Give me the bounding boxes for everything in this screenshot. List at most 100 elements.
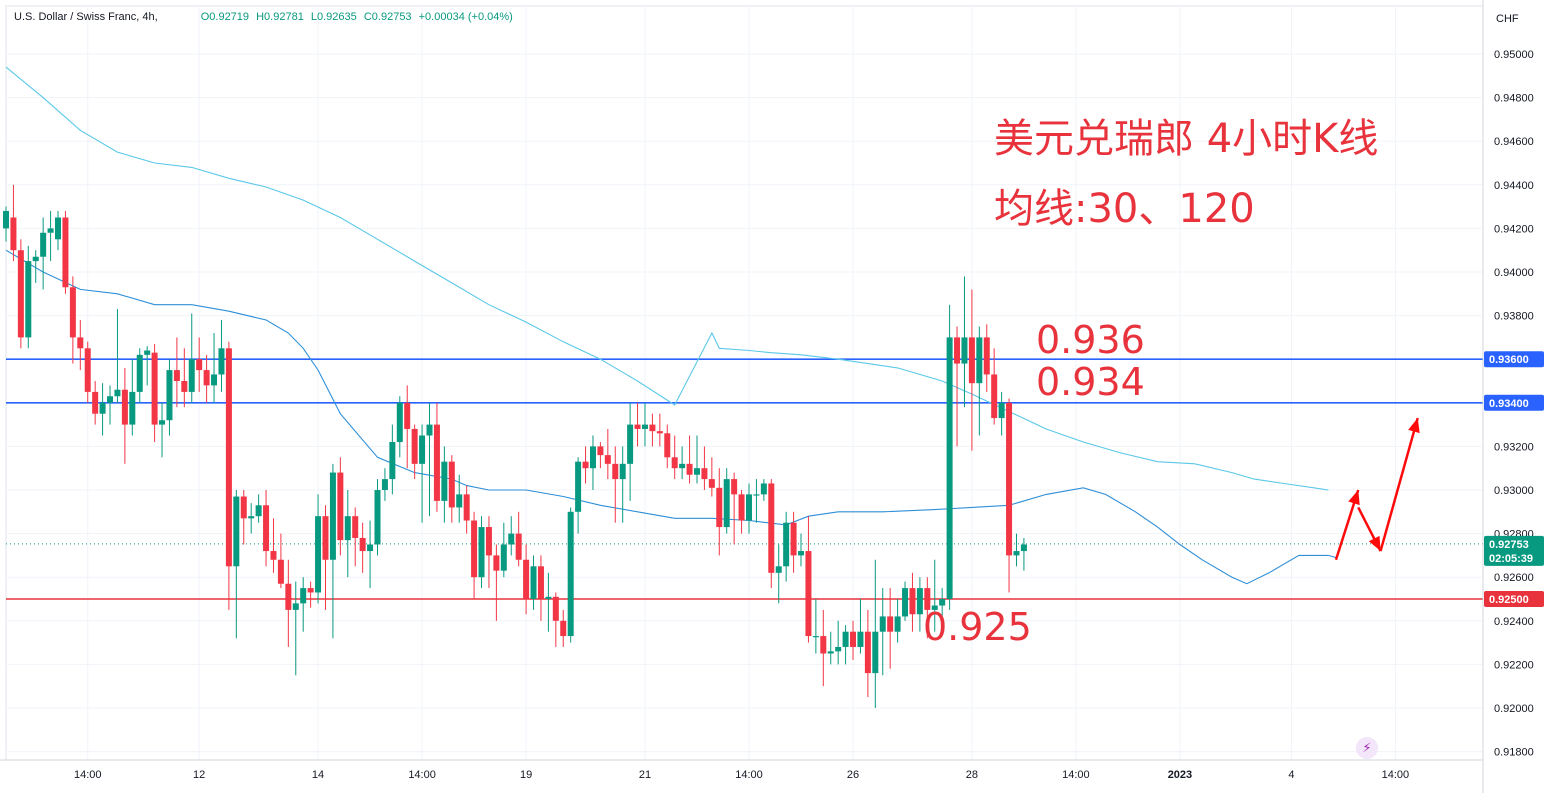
candle-body bbox=[864, 631, 871, 674]
candle-body bbox=[240, 496, 247, 519]
candle-body bbox=[285, 583, 292, 610]
candle-body bbox=[887, 616, 894, 632]
candle-body bbox=[136, 354, 143, 392]
candle-body bbox=[471, 520, 478, 578]
candle-body bbox=[322, 516, 329, 560]
candle-body bbox=[582, 461, 589, 469]
candle-body bbox=[47, 228, 54, 233]
candle-body bbox=[433, 424, 440, 501]
candle-body bbox=[508, 533, 515, 545]
candle-body bbox=[337, 472, 344, 541]
candle-body bbox=[121, 389, 128, 425]
candle-body bbox=[746, 494, 752, 521]
time-tick-label: 26 bbox=[847, 769, 859, 781]
candle-body bbox=[181, 381, 188, 392]
candle-body bbox=[277, 559, 284, 584]
close-value: C0.92753 bbox=[363, 11, 412, 23]
candle-body bbox=[359, 537, 366, 552]
candle-body bbox=[731, 479, 738, 495]
candle-body bbox=[463, 494, 470, 521]
candle-body bbox=[456, 494, 463, 508]
candle-body bbox=[567, 511, 574, 637]
candle-body bbox=[983, 337, 990, 375]
candle-body bbox=[723, 479, 730, 528]
candle-body bbox=[597, 446, 604, 456]
candle-body bbox=[879, 616, 886, 632]
last-price-tag-text: 0.92753 bbox=[1489, 539, 1529, 551]
candle-body bbox=[634, 424, 641, 429]
time-axis[interactable]: 14:00 12 14 14:00 19 21 14:00 26 28 14:00 2023 4 14:… bbox=[0, 759, 1483, 781]
candle-body bbox=[954, 337, 961, 364]
candle-body bbox=[426, 424, 433, 436]
price-tag-support-text: 0.92500 bbox=[1489, 594, 1529, 606]
candle-body bbox=[485, 527, 492, 556]
candle-body bbox=[783, 522, 790, 567]
candle-body bbox=[820, 636, 827, 654]
price-tag-resistance bbox=[1484, 351, 1544, 368]
price-tick-label: 0.95000 bbox=[1494, 49, 1534, 61]
candle-body bbox=[991, 374, 998, 419]
candle-body bbox=[768, 483, 775, 573]
last-price-tag bbox=[1484, 535, 1544, 566]
candle-body bbox=[478, 527, 485, 578]
candle-body bbox=[560, 620, 567, 637]
time-tick-label: 19 bbox=[520, 769, 532, 781]
bar-countdown-text: 02:05:39 bbox=[1489, 553, 1533, 565]
candle-body bbox=[99, 402, 106, 414]
forecast-arrows[interactable] bbox=[1334, 417, 1420, 561]
price-tick-label: 0.94200 bbox=[1494, 223, 1534, 235]
time-tick-label: 14:00 bbox=[408, 769, 436, 781]
candle-body bbox=[946, 337, 953, 599]
time-tick-label: 14 bbox=[312, 769, 324, 781]
price-tick-label: 0.92400 bbox=[1494, 616, 1534, 628]
time-tick-label: 12 bbox=[193, 769, 205, 781]
candle-body bbox=[604, 455, 611, 464]
price-tags: 0.93600 0.93400 0.92500 0.92753 02:05:39 bbox=[1484, 351, 1544, 607]
candle-body bbox=[396, 402, 403, 443]
candle-body bbox=[842, 631, 849, 647]
candle-body bbox=[805, 551, 812, 637]
candle-body bbox=[1013, 551, 1020, 556]
candle-body bbox=[233, 496, 240, 567]
candle-body bbox=[10, 217, 17, 251]
time-tick-label: 14:00 bbox=[1382, 769, 1410, 781]
candle-body bbox=[775, 566, 782, 573]
ohlc-values: O0.92719 H0.92781 L0.92635 C0.92753 +0.0… bbox=[201, 11, 517, 23]
candle-body bbox=[203, 370, 210, 386]
candle-body bbox=[218, 348, 225, 375]
candle-body bbox=[812, 636, 819, 638]
candle-body bbox=[976, 337, 983, 384]
candle-body bbox=[17, 250, 24, 338]
candle-body bbox=[537, 566, 544, 599]
price-tick-label: 0.94600 bbox=[1494, 136, 1534, 148]
change-value: +0.00034 (+0.04%) bbox=[418, 11, 513, 23]
level-925-annotation: 0.925 bbox=[923, 605, 1032, 649]
candle-body bbox=[968, 337, 975, 384]
candle-body bbox=[931, 605, 938, 610]
candle-body bbox=[307, 588, 314, 593]
low-value: L0.92635 bbox=[310, 11, 357, 23]
candle-body bbox=[315, 516, 322, 593]
time-tick-label: 4 bbox=[1288, 769, 1294, 781]
candle-body bbox=[708, 479, 715, 488]
candle-body bbox=[25, 261, 32, 338]
forecast-arrow-head bbox=[1368, 535, 1381, 552]
candle-body bbox=[389, 442, 396, 480]
candle-body bbox=[77, 337, 84, 349]
candle-body bbox=[196, 359, 203, 371]
currency-label: CHF bbox=[1496, 13, 1519, 25]
candle-body bbox=[693, 468, 700, 475]
lightning-icon[interactable]: ⚡ bbox=[1356, 737, 1378, 759]
forecast-arrow-head bbox=[1408, 418, 1420, 434]
candle-body bbox=[344, 516, 351, 541]
price-tick-label: 0.92000 bbox=[1494, 703, 1534, 715]
candle-body bbox=[545, 596, 552, 599]
candle-body bbox=[798, 551, 805, 556]
price-tick-label: 0.94000 bbox=[1494, 267, 1534, 279]
price-tick-label: 0.94800 bbox=[1494, 93, 1534, 105]
candle-body bbox=[107, 396, 114, 403]
candle-body bbox=[500, 544, 507, 571]
candle-body bbox=[961, 337, 968, 364]
horizontal-levels[interactable] bbox=[6, 358, 1483, 600]
